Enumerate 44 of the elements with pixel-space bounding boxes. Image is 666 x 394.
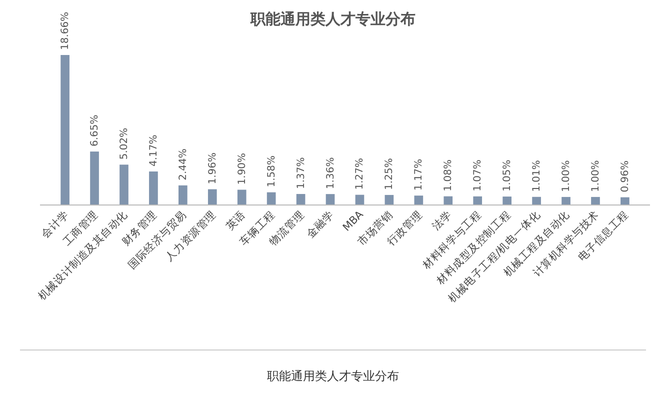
bar <box>473 196 482 205</box>
bar <box>237 190 246 205</box>
bar <box>532 196 541 205</box>
bar <box>502 196 512 205</box>
x-tick-label: 金融学 <box>304 208 336 240</box>
bar <box>620 197 630 205</box>
bar <box>266 192 276 205</box>
data-label: 1.05% <box>502 160 514 192</box>
data-label: 1.17% <box>414 158 425 191</box>
data-label: 1.00% <box>561 160 572 192</box>
bar <box>562 196 570 205</box>
bar <box>296 194 306 205</box>
data-label: 1.96% <box>207 152 218 184</box>
data-label: 1.00% <box>590 160 602 192</box>
bar <box>90 152 99 205</box>
bar <box>60 55 70 205</box>
text: 职能通用类人才专业分布 <box>267 369 399 383</box>
data-label: 1.27% <box>354 158 366 190</box>
bar <box>591 196 600 205</box>
x-tick-label: 英语 <box>223 208 248 233</box>
bar <box>444 196 453 205</box>
data-label: 0.96% <box>620 160 631 192</box>
data-label: 6.65% <box>90 114 101 147</box>
data-label: 5.02% <box>118 128 130 160</box>
bar <box>384 194 394 205</box>
data-label: 1.37% <box>296 157 307 189</box>
data-label: 18.66% <box>60 12 72 50</box>
data-label: 1.58% <box>266 156 278 188</box>
data-label: 1.01% <box>532 160 543 192</box>
data-label: 1.08% <box>443 160 454 192</box>
bar <box>120 164 128 205</box>
chart-title: 职能通用类人才专业分布 <box>250 10 416 28</box>
bar <box>414 196 424 205</box>
data-label: 1.07% <box>472 160 484 192</box>
bar <box>149 171 158 205</box>
data-label: 1.25% <box>384 158 396 190</box>
data-label: 1.36% <box>325 157 336 190</box>
bar <box>326 194 335 205</box>
data-label: 2.44% <box>178 148 189 180</box>
bar <box>178 185 188 205</box>
x-tick-label: 法学 <box>430 208 454 233</box>
data-label: 1.90% <box>236 152 248 185</box>
data-label: 4.17% <box>148 134 160 166</box>
bar <box>208 189 217 205</box>
